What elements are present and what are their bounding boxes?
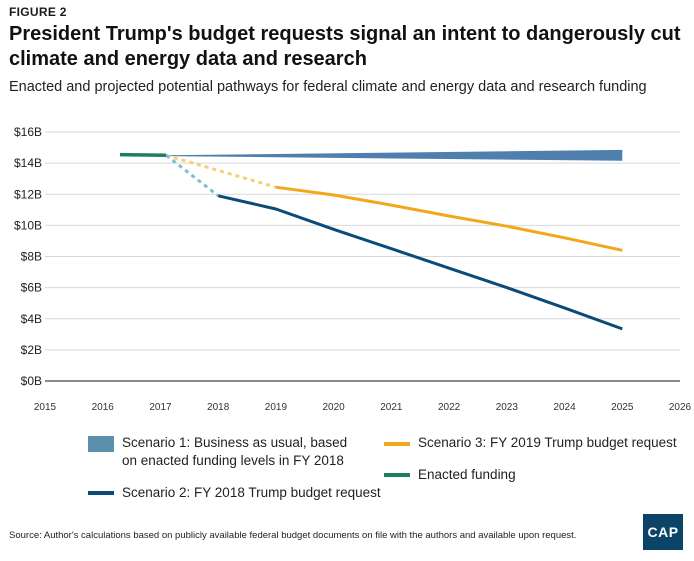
enacted-line <box>119 152 167 158</box>
x-tick-label: 2015 <box>34 402 57 413</box>
legend-label-scenario3: Scenario 3: FY 2019 Trump budget request <box>418 435 677 450</box>
x-tick-label: 2018 <box>207 402 230 413</box>
legend-swatch-scenario2 <box>88 491 114 495</box>
x-tick-label: 2017 <box>149 402 172 413</box>
legend-label-scenario1: Scenario 1: Business as usual, based on … <box>122 435 348 468</box>
x-tick-label: 2023 <box>496 402 519 413</box>
y-tick-label: $2B <box>21 343 42 357</box>
y-tick-label: $8B <box>21 250 42 264</box>
x-tick-label: 2016 <box>92 402 115 413</box>
x-tick-label: 2024 <box>553 402 576 413</box>
y-tick-label: $4B <box>21 312 42 326</box>
chart-subtitle: Enacted and projected potential pathways… <box>9 79 647 95</box>
legend-swatch-enacted <box>384 473 410 477</box>
x-tick-label: 2020 <box>323 402 346 413</box>
x-tick-label: 2025 <box>611 402 634 413</box>
legend-swatch-scenario1 <box>88 436 114 452</box>
y-tick-label: $14B <box>14 156 42 170</box>
legend-swatch-scenario3 <box>384 442 410 446</box>
y-tick-label: $16B <box>14 125 42 139</box>
y-tick-label: $0B <box>21 374 42 388</box>
y-tick-label: $12B <box>14 187 42 201</box>
scenario3-line <box>275 185 623 252</box>
x-tick-label: 2026 <box>669 402 692 413</box>
source-note: Source: Author's calculations based on p… <box>9 530 577 541</box>
y-tick-label: $10B <box>14 218 42 232</box>
figure-label: FIGURE 2 <box>9 5 67 19</box>
scenario2-line <box>217 194 623 331</box>
scenario2-projected-line <box>165 154 220 197</box>
scenario1-band <box>166 149 623 161</box>
y-tick-label: $6B <box>21 281 42 295</box>
x-tick-label: 2019 <box>265 402 288 413</box>
x-tick-label: 2022 <box>438 402 461 413</box>
legend-label-scenario2: Scenario 2: FY 2018 Trump budget request <box>122 485 381 500</box>
line-chart: $0B $2B $4B $6B $8B $10B $12B $14B $16B 2015 2016 2… <box>14 125 692 413</box>
x-tick-label: 2021 <box>380 402 403 413</box>
cap-logo: CAP <box>643 514 683 550</box>
chart-title: President Trump's budget requests signal… <box>9 23 681 70</box>
scenario3-projected-line <box>165 153 277 189</box>
legend-label-enacted: Enacted funding <box>418 467 516 482</box>
